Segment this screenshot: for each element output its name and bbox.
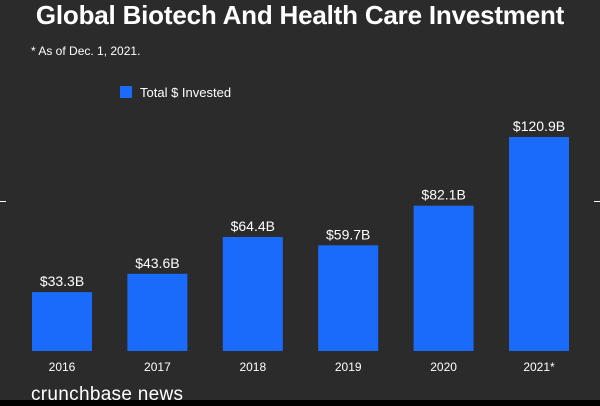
chart-note: * As of Dec. 1, 2021. [31,44,141,58]
bar-2021 [509,137,569,351]
bar-2020 [413,205,474,351]
data-label-2019: $59.7B [326,226,370,242]
bar-2016 [32,292,92,351]
data-label-2018: $64.4B [231,218,275,234]
data-label-2017: $43.6B [135,255,179,271]
x-tick-label-2017: 2017 [144,360,171,374]
x-tick-label-2018: 2018 [239,360,266,374]
data-label-2021: $120.9B [513,118,565,134]
right-edge-tick [594,201,600,202]
x-tick-label-2020: 2020 [430,360,457,374]
bar-2017 [127,273,188,351]
x-tick-label-2016: 2016 [49,360,76,374]
left-edge-tick [0,201,6,202]
chart-title: Global Biotech And Health Care Investmen… [35,0,565,30]
x-tick-label-2019: 2019 [335,360,362,374]
x-tick-label-2021: 2021* [523,360,555,374]
legend-label: Total $ Invested [140,84,232,100]
bar-2019 [318,245,379,351]
legend: Total $ Invested [120,84,231,100]
brand-footer: crunchbase news [31,384,184,405]
bar-2018 [222,237,283,351]
legend-swatch [120,86,132,98]
data-label-2016: $33.3B [40,273,84,289]
data-label-2020: $82.1B [421,187,465,203]
